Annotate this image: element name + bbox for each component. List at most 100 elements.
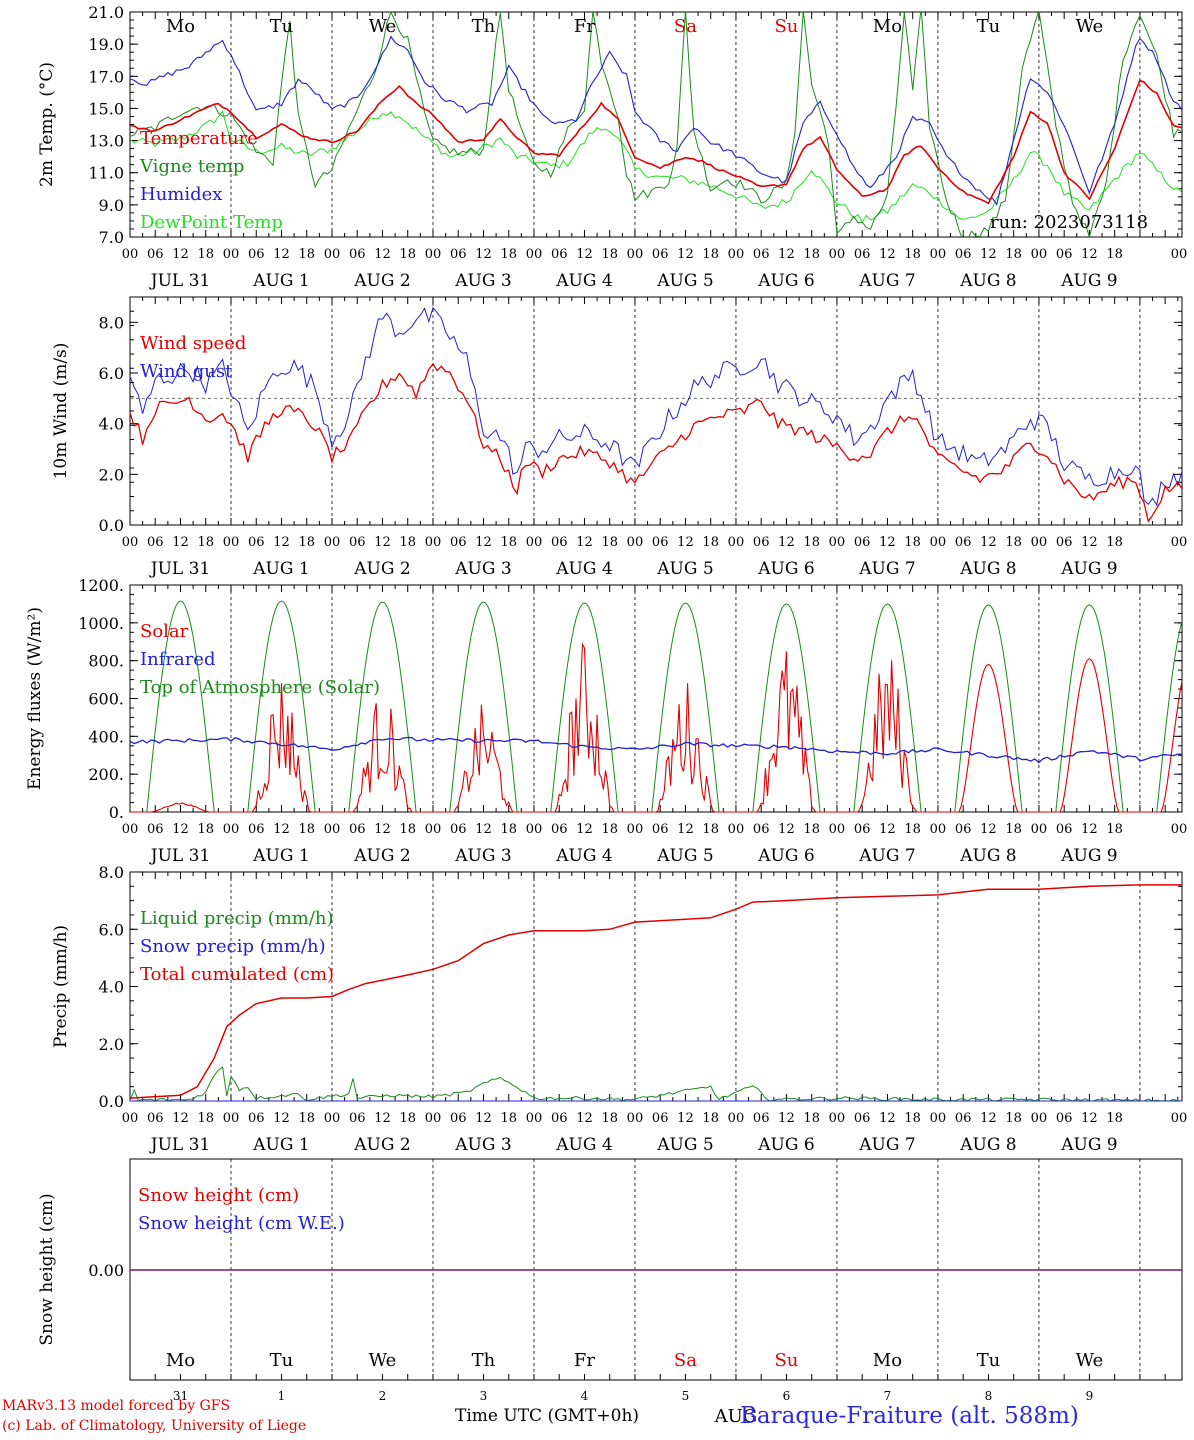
hour-label: 18 bbox=[904, 247, 921, 262]
hour-label: 06 bbox=[652, 822, 669, 837]
hour-label: 18 bbox=[197, 1111, 214, 1126]
hour-label: 12 bbox=[172, 247, 189, 262]
day-name: We bbox=[1076, 1350, 1104, 1371]
hour-label: 00 bbox=[122, 822, 139, 837]
y-tick-label: 0.00 bbox=[88, 1261, 124, 1280]
hour-label: 00 bbox=[930, 535, 947, 550]
date-label: AUG 5 bbox=[656, 559, 713, 579]
hour-label: 18 bbox=[1005, 1111, 1022, 1126]
hour-label: 18 bbox=[1106, 247, 1123, 262]
legend-entry: Snow height (cm) bbox=[138, 1185, 299, 1206]
hour-label: 12 bbox=[1081, 1111, 1098, 1126]
hour-label: 00 bbox=[728, 247, 745, 262]
hour-label: 12 bbox=[980, 1111, 997, 1126]
hour-label: 18 bbox=[1005, 247, 1022, 262]
date-label: AUG 2 bbox=[353, 846, 410, 866]
day-name: Sa bbox=[674, 16, 697, 37]
y-tick-label: 8.0 bbox=[99, 313, 124, 332]
legend-entry: Humidex bbox=[140, 184, 222, 205]
total-cumulated-line bbox=[129, 884, 1182, 1099]
day-name: We bbox=[1076, 16, 1104, 37]
panel-snow: Snow height (cm) 0.00 Snow height (cm) Snow… bbox=[37, 1158, 1183, 1427]
hour-label: 06 bbox=[349, 1111, 366, 1126]
hour-label: 18 bbox=[399, 822, 416, 837]
hour-label: 00 bbox=[829, 1111, 846, 1126]
date-label: AUG 4 bbox=[555, 1135, 612, 1155]
hour-label: 12 bbox=[374, 535, 391, 550]
hour-label: 06 bbox=[1056, 1111, 1073, 1126]
hour-label: 06 bbox=[753, 1111, 770, 1126]
hour-label: 06 bbox=[854, 1111, 871, 1126]
y-tick-label: 13.0 bbox=[88, 132, 124, 151]
wind-gust-line bbox=[129, 306, 1183, 507]
date-label: AUG 5 bbox=[656, 1135, 713, 1155]
hour-label: 06 bbox=[248, 822, 265, 837]
y-tick-label: 9.0 bbox=[99, 196, 124, 215]
hour-label: 00 bbox=[627, 822, 644, 837]
date-label: AUG 6 bbox=[757, 271, 814, 291]
hour-label: 18 bbox=[298, 247, 315, 262]
hour-label: 06 bbox=[1056, 535, 1073, 550]
hour-label: 18 bbox=[803, 247, 820, 262]
day-name: Fr bbox=[574, 16, 595, 37]
hour-label: 18 bbox=[500, 535, 517, 550]
y-axis-label: Snow height (cm) bbox=[37, 1193, 57, 1345]
legend-entry: Wind gust bbox=[140, 361, 233, 382]
hour-label: 06 bbox=[1056, 822, 1073, 837]
day-number: 8 bbox=[985, 1389, 993, 1403]
y-tick-label: 800. bbox=[88, 652, 124, 671]
hour-label: 00 bbox=[1031, 247, 1048, 262]
hour-label: 06 bbox=[1056, 247, 1073, 262]
date-label: AUG 9 bbox=[1060, 846, 1117, 866]
hour-label: 12 bbox=[475, 535, 492, 550]
y-tick-label: 1200. bbox=[78, 576, 124, 595]
y-tick-label: 0.0 bbox=[99, 1092, 124, 1111]
legend-entry: Snow height (cm W.E.) bbox=[138, 1213, 345, 1234]
legend-entry: Total cumulated (cm) bbox=[140, 964, 334, 985]
legend-entry: Temperature bbox=[140, 128, 258, 149]
hour-label: 18 bbox=[500, 247, 517, 262]
hour-label: 18 bbox=[803, 822, 820, 837]
y-tick-label: 7.0 bbox=[99, 228, 124, 247]
hour-label: 06 bbox=[955, 247, 972, 262]
date-label: AUG 1 bbox=[252, 846, 309, 866]
date-label: AUG 4 bbox=[555, 271, 612, 291]
hour-label: 18 bbox=[702, 247, 719, 262]
y-tick-label: 0.0 bbox=[99, 516, 124, 535]
day-name: We bbox=[369, 16, 397, 37]
hour-label: 00 bbox=[829, 247, 846, 262]
hour-label: 06 bbox=[248, 535, 265, 550]
hour-label: 00 bbox=[425, 1111, 442, 1126]
y-tick-label: 200. bbox=[88, 765, 124, 784]
hour-label: 12 bbox=[374, 822, 391, 837]
date-label: AUG 8 bbox=[959, 559, 1016, 579]
hour-label: 12 bbox=[576, 247, 593, 262]
temperature-line bbox=[130, 79, 1182, 205]
hour-label: 00 bbox=[526, 1111, 543, 1126]
hour-label: 00 bbox=[1031, 822, 1048, 837]
date-label: AUG 9 bbox=[1060, 559, 1117, 579]
day-name: Th bbox=[472, 1350, 496, 1371]
station-title: Baraque-Fraiture (alt. 588m) bbox=[740, 1403, 1079, 1429]
hour-label: 00 bbox=[324, 1111, 341, 1126]
wind-speed-line bbox=[129, 362, 1183, 523]
hour-label: 18 bbox=[1106, 535, 1123, 550]
hour-label: 06 bbox=[147, 822, 164, 837]
date-label: AUG 1 bbox=[252, 1135, 309, 1155]
solar-line bbox=[130, 642, 1183, 813]
date-label: AUG 7 bbox=[858, 271, 915, 291]
y-tick-label: 11.0 bbox=[88, 164, 124, 183]
hour-label: 00 bbox=[829, 822, 846, 837]
panel-frame bbox=[129, 11, 1183, 238]
day-name: We bbox=[369, 1350, 397, 1371]
hour-label: 12 bbox=[677, 1111, 694, 1126]
hour-label: 12 bbox=[1081, 535, 1098, 550]
hour-label: 12 bbox=[576, 822, 593, 837]
temp-series bbox=[130, 12, 1182, 237]
aug-label: AUG bbox=[714, 1406, 758, 1427]
panel-frame bbox=[129, 296, 1183, 526]
hour-label: 18 bbox=[702, 822, 719, 837]
hour-label: 06 bbox=[753, 247, 770, 262]
hour-label: 18 bbox=[803, 535, 820, 550]
day-name: Su bbox=[774, 1350, 798, 1371]
